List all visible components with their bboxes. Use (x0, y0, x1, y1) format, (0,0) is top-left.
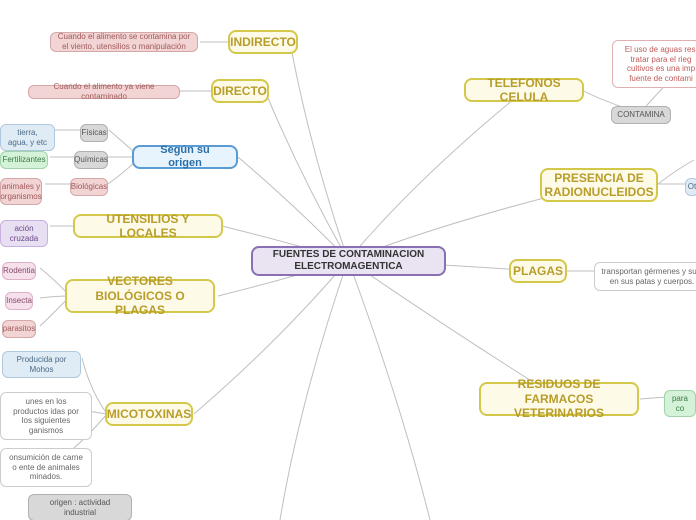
note-plagas: transportan gérmenes y suci en sus patas… (594, 262, 696, 291)
center-node[interactable]: FUENTES DE CONTAMINACION ELECTROMAGENTIC… (251, 246, 446, 276)
leaf-rodentia[interactable]: Rodentia (2, 262, 36, 280)
note-micotox2: onsumición de carne o ente de animales m… (0, 448, 92, 487)
leaf-mohos[interactable]: Producida por Mohos (2, 351, 81, 378)
leaf-biologicas[interactable]: Biológicas (70, 178, 108, 196)
leaf-fisicas[interactable]: Físicas (80, 124, 108, 142)
leaf-quimicas-note: Fertilizantes (0, 151, 48, 169)
leaf-insecta[interactable]: Insecta (5, 292, 33, 310)
note-telefonos: El uso de aguas resi tratar para el rieg… (612, 40, 696, 88)
mindmap-canvas: FUENTES DE CONTAMINACION ELECTROMAGENTIC… (0, 0, 696, 520)
leaf-contamina[interactable]: CONTAMINA (611, 106, 671, 124)
leaf-biologicas-note: animales y organismos (0, 178, 42, 205)
leaf-quimicas[interactable]: Químicas (74, 151, 108, 169)
node-telefonos[interactable]: TELEFONOS CELULA (464, 78, 584, 102)
leaf-utensilios-note: ación cruzada (0, 220, 48, 247)
node-radionucleidos[interactable]: PRESENCIA DE RADIONUCLEIDOS (540, 168, 658, 202)
leaf-parasitos[interactable]: parasitos (2, 320, 36, 338)
leaf-industrial[interactable]: origen : actividad industrial (28, 494, 132, 520)
note-micotox1: unes en los productos idas por los sigui… (0, 392, 92, 440)
leaf-residuos-note: para co (664, 390, 696, 417)
node-vectores[interactable]: VECTORES BIOLÓGICOS O PLAGAS (65, 279, 215, 313)
node-plagas[interactable]: PLAGAS (509, 259, 567, 283)
node-origen[interactable]: Según su origen (132, 145, 238, 169)
node-micotoxinas[interactable]: MICOTOXINAS (105, 402, 193, 426)
node-residuos[interactable]: RESIDUOS DE FARMACOS VETERINARIOS (479, 382, 639, 416)
leaf-indirecto-desc: Cuando el alimento se contamina por el v… (50, 32, 198, 52)
node-utensilios[interactable]: UTENSILIOS Y LOCALES (73, 214, 223, 238)
node-directo[interactable]: DIRECTO (211, 79, 269, 103)
leaf-directo-desc: Cuando el alimento ya viene contaminado (28, 85, 180, 99)
leaf-ot[interactable]: Ot (685, 178, 696, 196)
node-indirecto[interactable]: INDIRECTO (228, 30, 298, 54)
leaf-fisicas-note: tierra, agua, y etc (0, 124, 55, 151)
